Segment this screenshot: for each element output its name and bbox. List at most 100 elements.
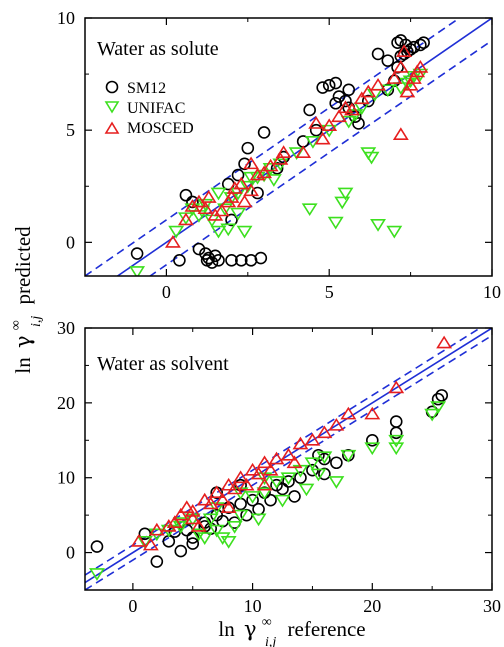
data-point-circle [316,81,329,94]
data-point-triangle-up [399,84,416,98]
data-point-triangle-up [331,109,347,123]
data-point-circle [212,253,225,267]
data-point-triangle-down [430,401,447,414]
data-point-triangle-up [166,515,183,528]
y-axis-label: ln γ ∞ i,j predicted [1,226,45,374]
x-label-subscript: i,j [265,635,276,647]
y-tick-label: 0 [66,232,75,252]
data-point-triangle-down [232,509,249,523]
y-tick-label: 5 [66,120,75,140]
data-point-triangle-up [370,77,386,91]
data-point-triangle-up [249,167,266,181]
data-point-triangle-up [226,481,243,495]
data-point-triangle-down [301,203,318,217]
data-point-triangle-up [197,201,214,215]
data-point-triangle-up [190,519,207,532]
data-point-circle [389,426,403,440]
data-point-triangle-up [236,194,253,208]
data-point-triangle-up [223,190,240,203]
data-point-triangle-up [243,156,259,170]
data-point-triangle-down [363,151,380,165]
data-point-triangle-up [184,504,201,517]
x-tick-label: 5 [325,282,334,302]
data-point-circle [352,117,365,130]
data-point-circle [342,83,356,97]
svg-text:ln γ ∞ i,j: ln γ ∞ i,j predicted [1,226,45,374]
data-point-triangle-up [130,533,147,547]
y-label-subscript: i,j [29,316,44,327]
data-point-triangle-down [262,162,279,176]
data-point-circle [329,76,343,90]
dashed-reference-line [148,39,492,276]
data-point-triangle-up [436,335,453,349]
series-unifac [89,401,447,581]
data-point-triangle-up [388,380,405,394]
data-point-triangle-down [328,476,345,489]
data-point-triangle-up [396,44,413,58]
data-points [89,335,453,581]
data-point-triangle-down [226,521,243,534]
data-points [129,34,430,276]
data-point-triangle-up [280,447,297,461]
plot-frame [84,327,493,591]
data-point-triangle-up [232,470,249,484]
data-point-triangle-up [220,500,237,514]
x-tick-label: 30 [483,596,501,616]
data-point-circle [322,79,336,92]
legend-marker-circle [105,80,119,94]
data-point-triangle-down [334,196,351,210]
data-point-triangle-up [250,466,267,480]
data-point-circle [192,242,206,256]
data-point-triangle-down [190,528,207,542]
data-point-circle [288,490,301,503]
data-point-circle [234,253,248,267]
axis-ticks: 0 10 20 30 0 10 20 30 [57,318,501,616]
data-point-triangle-up [220,477,237,491]
data-point-triangle-down [210,187,227,201]
data-point-circle [90,540,104,553]
data-point-triangle-down [304,457,321,471]
data-point-triangle-down [202,513,219,527]
data-point-circle [309,123,323,137]
data-point-triangle-down [89,568,105,581]
x-tick-label: 20 [363,596,381,616]
data-point-triangle-up [344,102,360,116]
data-point-triangle-up [243,183,259,197]
data-point-triangle-up [272,151,289,165]
data-point-triangle-up [316,425,333,439]
data-point-triangle-down [327,216,344,230]
data-point-triangle-up [286,455,303,469]
data-point-triangle-up [160,519,177,532]
data-point-circle [251,186,264,200]
data-point-triangle-up [295,145,312,158]
data-point-circle [318,467,331,481]
data-point-triangle-down [244,491,261,504]
x-axis-label: ln γ ∞ i,j reference [218,615,366,647]
data-point-triangle-up [386,71,403,84]
data-point-triangle-up [275,145,292,158]
data-point-triangle-up [200,190,217,203]
data-point-triangle-down [364,442,381,456]
data-point-triangle-up [213,203,230,217]
data-point-circle [391,61,404,74]
series-mosced [130,335,453,551]
data-point-circle [371,47,385,61]
data-point-triangle-down [298,483,315,497]
data-point-triangle-down [172,517,189,530]
legend-item-unifac: UNIFAC [104,100,185,117]
plot-frame [84,17,493,277]
data-point-triangle-down [256,487,273,501]
data-point-circle [401,45,414,58]
x-label-reference: reference [288,617,366,641]
data-point-triangle-up [172,507,189,521]
x-tick-label: 10 [244,596,262,616]
data-point-triangle-down [220,535,237,549]
data-point-circle [361,94,375,108]
data-point-circle [231,168,245,182]
legend-item-sm12: SM12 [105,80,166,97]
x-label-gamma: γ [244,617,257,641]
data-point-circle [241,141,255,155]
data-point-circle [282,475,295,488]
data-point-circle [174,544,188,558]
y-label-predicted: predicted [11,226,35,305]
